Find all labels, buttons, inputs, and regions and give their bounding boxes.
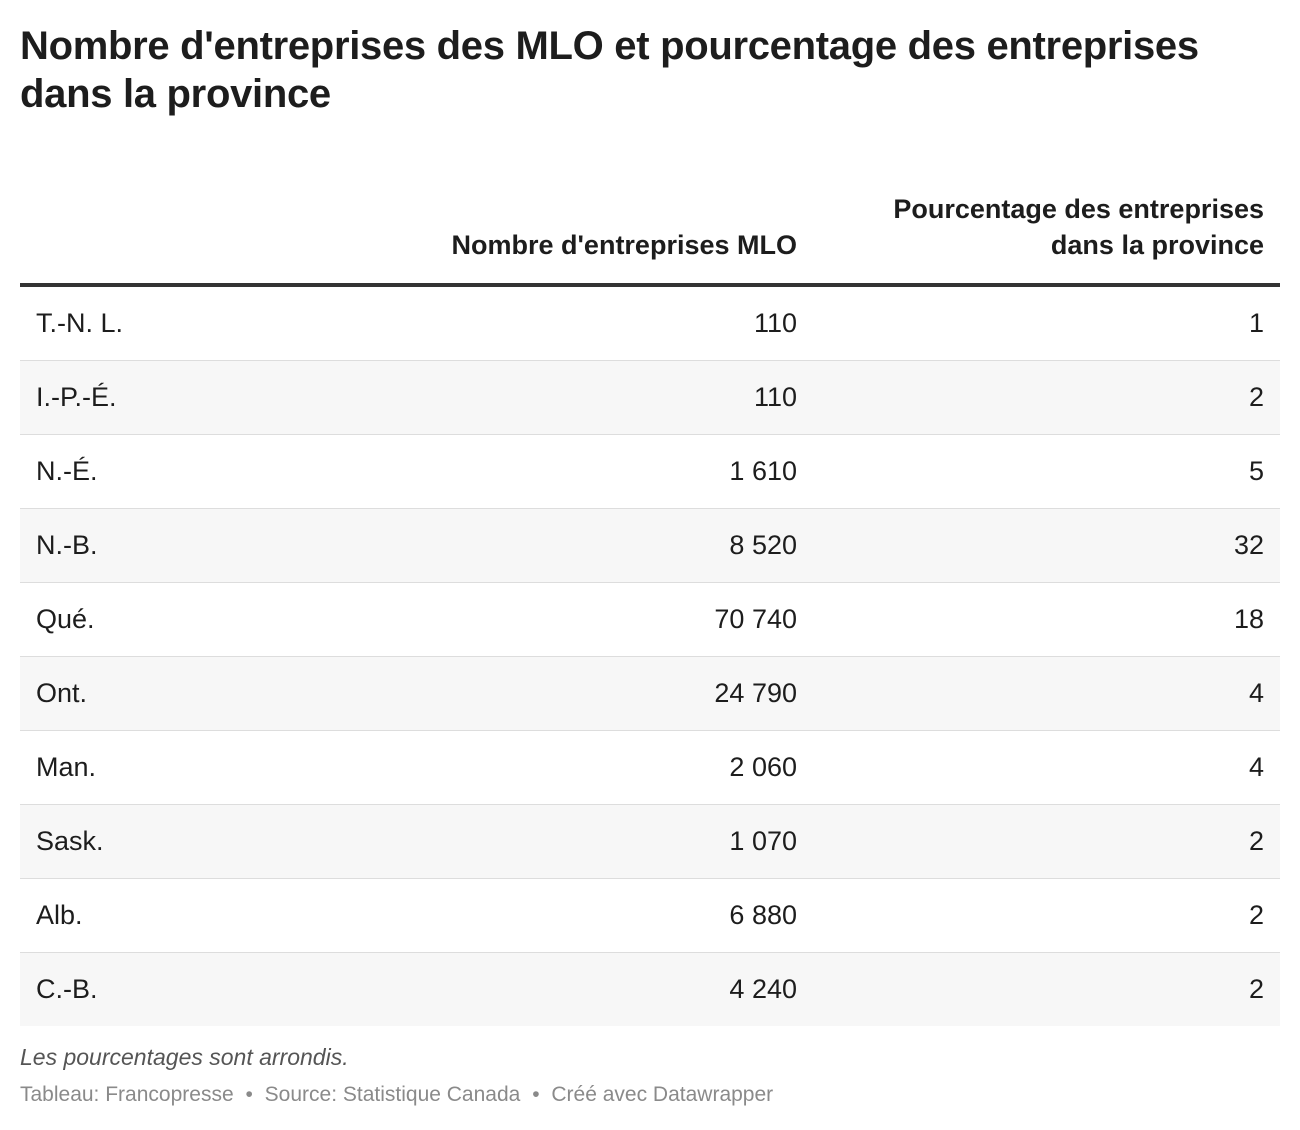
row-entreprises-cell: 2 060 — [320, 730, 813, 805]
table-row: N.-B. 8 520 32 — [20, 508, 1280, 583]
row-pourcentage-cell: 4 — [813, 656, 1280, 731]
row-entreprises-cell: 70 740 — [320, 582, 813, 657]
data-table: Nombre d'entreprises MLO Pourcentage des… — [20, 170, 1280, 1026]
table-row: Sask. 1 070 2 — [20, 804, 1280, 879]
chart-container: Nombre d'entreprises des MLO et pourcent… — [20, 0, 1280, 1106]
row-pourcentage-cell: 4 — [813, 730, 1280, 805]
row-pourcentage-cell: 18 — [813, 582, 1280, 657]
column-header-entreprises[interactable]: Nombre d'entreprises MLO — [320, 170, 813, 287]
row-entreprises-cell: 8 520 — [320, 508, 813, 583]
row-entreprises-cell: 110 — [320, 360, 813, 435]
row-province-cell: Qué. — [20, 582, 320, 657]
row-pourcentage-cell: 2 — [813, 952, 1280, 1026]
row-pourcentage-cell: 5 — [813, 434, 1280, 509]
row-entreprises-cell: 110 — [320, 285, 813, 361]
column-header-province[interactable] — [20, 170, 320, 287]
row-entreprises-cell: 1 070 — [320, 804, 813, 879]
row-pourcentage-cell: 2 — [813, 804, 1280, 879]
footer-table-credit: Tableau: Francopresse — [20, 1083, 234, 1106]
footer-created-with: Créé avec Datawrapper — [551, 1083, 774, 1106]
row-pourcentage-cell: 1 — [813, 285, 1280, 361]
table-body: T.-N. L. 110 1 I.-P.-É. 110 2 N.-É. 1 610 5 N.-B.… — [20, 285, 1280, 1026]
footer-separator: • — [532, 1083, 540, 1106]
column-header-pourcentage[interactable]: Pourcentage des entreprises dans la prov… — [813, 170, 1280, 287]
row-entreprises-cell: 6 880 — [320, 878, 813, 953]
table-row: I.-P.-É. 110 2 — [20, 360, 1280, 435]
table-notes: Les pourcentages sont arrondis. — [20, 1044, 349, 1070]
row-province-cell: Sask. — [20, 804, 320, 879]
table-row: Qué. 70 740 18 — [20, 582, 1280, 657]
table-row: T.-N. L. 110 1 — [20, 285, 1280, 361]
row-province-cell: N.-B. — [20, 508, 320, 583]
row-pourcentage-cell: 2 — [813, 878, 1280, 953]
row-province-cell: T.-N. L. — [20, 285, 320, 361]
row-province-cell: I.-P.-É. — [20, 360, 320, 435]
row-pourcentage-cell: 32 — [813, 508, 1280, 583]
table-row: C.-B. 4 240 2 — [20, 952, 1280, 1026]
row-pourcentage-cell: 2 — [813, 360, 1280, 435]
table-row: Alb. 6 880 2 — [20, 878, 1280, 953]
row-entreprises-cell: 24 790 — [320, 656, 813, 731]
footer-separator: • — [245, 1083, 253, 1106]
footer-source: Source: Statistique Canada — [264, 1083, 521, 1106]
chart-title: Nombre d'entreprises des MLO et pourcent… — [20, 24, 1199, 116]
row-province-cell: N.-É. — [20, 434, 320, 509]
row-province-cell: Man. — [20, 730, 320, 805]
table-row: Man. 2 060 4 — [20, 730, 1280, 805]
row-province-cell: Ont. — [20, 656, 320, 731]
table-header-row: Nombre d'entreprises MLO Pourcentage des… — [20, 170, 1280, 287]
row-entreprises-cell: 4 240 — [320, 952, 813, 1026]
row-province-cell: Alb. — [20, 878, 320, 953]
row-province-cell: C.-B. — [20, 952, 320, 1026]
footer: Tableau: Francopresse • Source: Statisti… — [20, 1083, 773, 1107]
row-entreprises-cell: 1 610 — [320, 434, 813, 509]
table-row: N.-É. 1 610 5 — [20, 434, 1280, 509]
table-row: Ont. 24 790 4 — [20, 656, 1280, 731]
